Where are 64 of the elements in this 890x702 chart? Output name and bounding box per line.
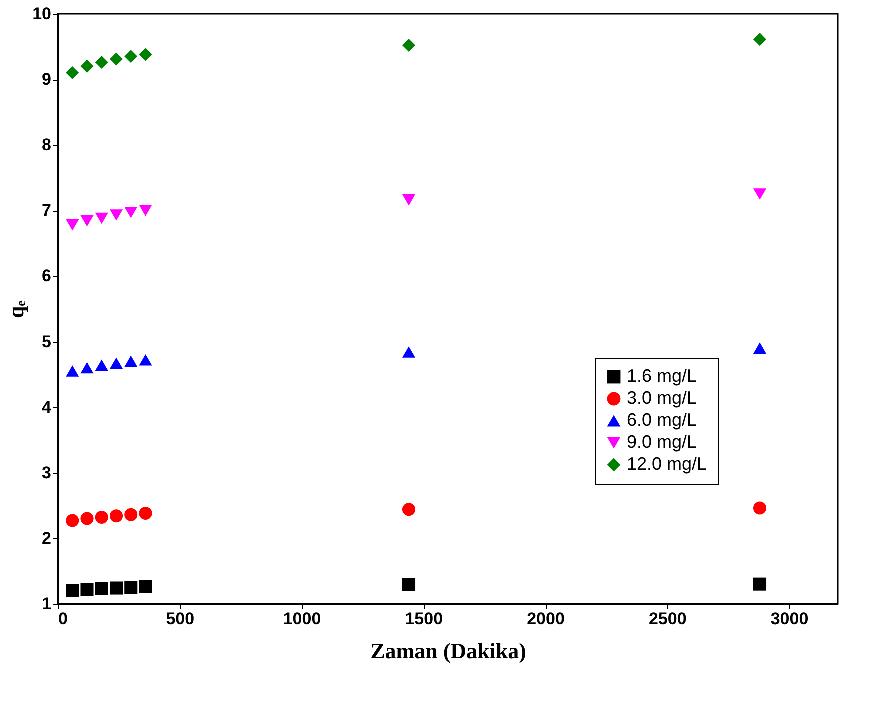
point	[110, 52, 124, 66]
point	[753, 342, 767, 354]
point	[402, 346, 416, 358]
point	[139, 507, 152, 520]
point	[66, 366, 80, 377]
point	[95, 212, 108, 224]
x-tick-label: 1000	[283, 610, 322, 628]
point	[95, 582, 108, 596]
point	[66, 514, 80, 528]
point	[95, 360, 108, 372]
point	[95, 56, 108, 70]
legend-label: 1.6 mg/L	[627, 366, 698, 386]
point	[80, 216, 94, 227]
point	[124, 508, 138, 522]
legend-label: 9.0 mg/L	[627, 432, 698, 452]
y-tick-label: 2	[42, 528, 52, 548]
point	[139, 48, 152, 62]
point	[124, 206, 138, 218]
x-tick-label: 1500	[405, 610, 444, 628]
legend-label: 12.0 mg/L	[627, 454, 708, 474]
point	[110, 582, 124, 595]
point	[110, 510, 124, 523]
y-tick-label: 8	[42, 136, 52, 155]
point	[66, 219, 80, 231]
point	[66, 584, 80, 598]
x-tick-label: 2500	[648, 610, 687, 628]
point	[80, 60, 94, 73]
y-tick-label: 3	[42, 463, 52, 482]
point	[110, 210, 124, 221]
point	[753, 33, 767, 46]
y-tick-label: 1	[42, 594, 52, 614]
point	[80, 583, 94, 596]
y-tick-label: 10	[32, 4, 52, 24]
point	[402, 194, 416, 206]
point	[139, 205, 152, 216]
x-tick-label: 3000	[770, 610, 809, 628]
y-tick-label: 7	[42, 201, 52, 220]
point	[402, 38, 416, 52]
point	[95, 510, 108, 524]
point	[80, 362, 94, 374]
y-tick-label: 4	[42, 398, 52, 417]
point	[110, 358, 124, 370]
legend-label: 3.0 mg/L	[627, 388, 698, 408]
x-tick-label: 0	[58, 610, 68, 628]
legend-label: 6.0 mg/L	[627, 410, 698, 430]
point	[139, 354, 152, 366]
y-tick-label: 6	[42, 266, 52, 286]
point	[402, 578, 416, 592]
y-axis-title: qₑ	[4, 300, 29, 318]
point	[124, 581, 138, 594]
point	[753, 578, 767, 591]
point	[402, 503, 416, 516]
point	[753, 188, 767, 200]
point	[66, 66, 80, 80]
y-tick-label: 9	[42, 70, 52, 90]
point	[753, 502, 767, 515]
point	[124, 50, 138, 64]
x-axis-title: Zaman (Dakika)	[370, 638, 526, 664]
point	[139, 580, 152, 594]
point	[124, 356, 138, 368]
point	[80, 512, 94, 526]
y-tick-label: 5	[42, 332, 52, 352]
x-tick-label: 500	[166, 610, 195, 628]
x-tick-label: 2000	[527, 610, 565, 628]
